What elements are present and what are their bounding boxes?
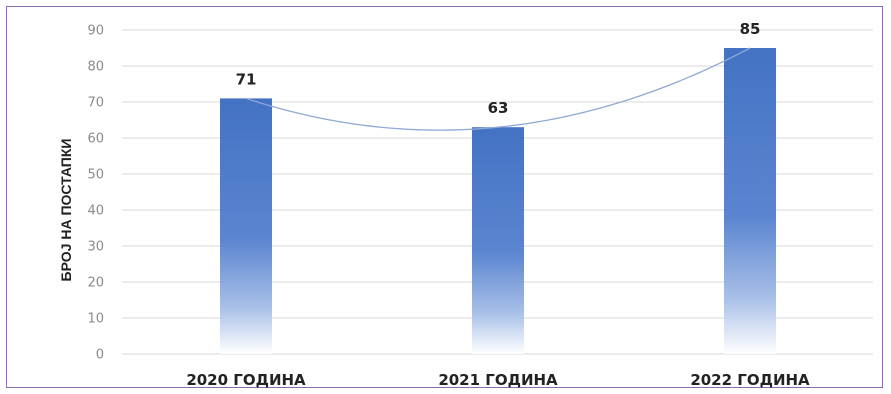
bar [220,98,272,355]
x-category-label: 2022 ГОДИНА [690,371,810,389]
y-tick-label: 90 [87,24,104,39]
y-tick-label: 40 [87,204,104,219]
y-tick-label: 10 [87,312,104,327]
y-tick-label: 80 [87,60,104,75]
x-category-label: 2020 ГОДИНА [186,371,306,389]
y-tick-label: 50 [87,168,104,183]
y-tick-label: 30 [87,240,104,255]
x-axis-categories: 2020 ГОДИНА 2021 ГОДИНА 2022 ГОДИНА [186,371,810,389]
bars [220,48,776,355]
trendline [245,47,751,131]
trendline-curve [245,47,751,131]
y-tick-label: 60 [87,132,104,147]
y-axis-ticks: 0 10 20 30 40 50 60 70 80 90 [87,24,104,363]
data-label: 71 [236,70,257,88]
y-tick-label: 20 [87,276,104,291]
bar [472,127,524,354]
y-tick-label: 0 [96,348,104,363]
x-category-label: 2021 ГОДИНА [438,371,558,389]
y-tick-label: 70 [87,96,104,111]
data-labels: 71 63 85 [236,20,761,117]
bar [724,48,776,354]
y-axis-label: БРОЈ НА ПОСТАПКИ [58,139,74,282]
data-label: 63 [488,99,509,117]
data-label: 85 [740,20,761,38]
